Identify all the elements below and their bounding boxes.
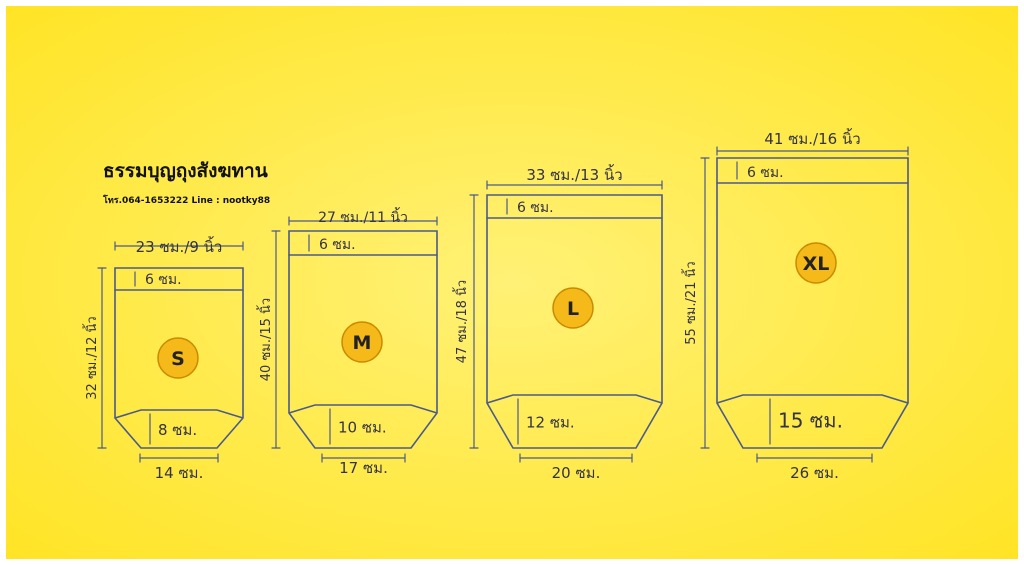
- width-label: 41 ซม./16 นิ้ว: [764, 128, 860, 148]
- gusset-label: 8 ซม.: [158, 421, 197, 439]
- size-badge: [552, 287, 594, 329]
- size-badge: [157, 337, 199, 379]
- bottom-label: 20 ซม.: [552, 464, 601, 482]
- gusset-line: [288, 404, 438, 414]
- bottom-label: 26 ซม.: [790, 464, 839, 482]
- size-badge-label: L: [567, 298, 579, 320]
- size-badge-label: XL: [803, 253, 830, 275]
- bag-m: 27 ซม./11 นิ้ว 40 ซม./15 นิ้ว 6 ซม. 10 ซม. 1…: [256, 207, 438, 477]
- gusset-line: [486, 394, 663, 404]
- gusset-line: [716, 394, 909, 404]
- bottom-label: 17 ซม.: [339, 459, 388, 477]
- height-label: 40 ซม./15 นิ้ว: [256, 298, 274, 381]
- top-band-label: 6 ซม.: [145, 272, 182, 288]
- width-label: 33 ซม./13 นิ้ว: [526, 164, 622, 184]
- height-label: 55 ซม./21 นิ้ว: [681, 261, 699, 344]
- height-label: 47 ซม./18 นิ้ว: [452, 280, 470, 363]
- gusset-label: 15 ซม.: [778, 409, 843, 433]
- bottom-label: 14 ซม.: [155, 464, 204, 482]
- bag-xl: 41 ซม./16 นิ้ว 55 ซม./21 นิ้ว 6 ซม. 15 ซม. 2…: [681, 128, 909, 482]
- top-band-label: 6 ซม.: [319, 237, 356, 253]
- top-band-label: 6 ซม.: [747, 165, 784, 181]
- gusset-line: [114, 409, 244, 419]
- height-label: 32 ซม./12 นิ้ว: [82, 316, 100, 399]
- shop-contact: โทร.064-1653222 Line : nootky88: [102, 194, 270, 206]
- size-badge-label: S: [171, 348, 185, 370]
- width-label: 23 ซม./9 นิ้ว: [136, 236, 223, 256]
- gusset-label: 12 ซม.: [526, 414, 575, 432]
- bag-l: 33 ซม./13 นิ้ว 47 ซม./18 นิ้ว 6 ซม. 12 ซม. 2…: [452, 164, 663, 482]
- bag-s: 23 ซม./9 นิ้ว 32 ซม./12 นิ้ว 6 ซม. 8 ซม. 14 …: [82, 236, 244, 482]
- shop-name: ธรรมบุญถุงสังฆทาน: [103, 160, 268, 183]
- width-label: 27 ซม./11 นิ้ว: [318, 207, 408, 226]
- background-panel: [6, 6, 1018, 559]
- top-band-label: 6 ซม.: [517, 200, 554, 216]
- bags-layer: 23 ซม./9 นิ้ว 32 ซม./12 นิ้ว 6 ซม. 8 ซม. 14 …: [82, 128, 909, 482]
- gusset-label: 10 ซม.: [338, 419, 387, 437]
- size-badge: [795, 242, 837, 284]
- size-badge-label: M: [353, 332, 372, 354]
- size-badge: [341, 321, 383, 363]
